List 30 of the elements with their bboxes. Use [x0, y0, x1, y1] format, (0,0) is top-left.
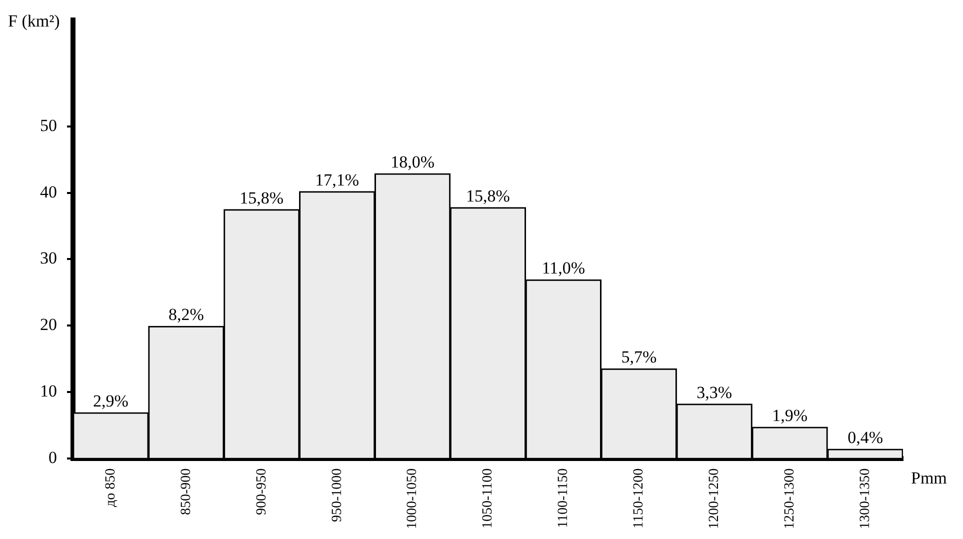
annotation: 0,4% [848, 428, 883, 448]
x-tick-label: 1250-1300 [782, 468, 798, 530]
annotation: 15,8% [240, 188, 284, 208]
y-tick-label: 10 [40, 381, 57, 400]
x-tick-label: 1200-1250 [707, 468, 722, 530]
y-tick-label: 40 [40, 182, 57, 202]
x-tick-label: 950-1000 [330, 468, 345, 522]
annotation: 3,3% [696, 382, 732, 402]
x-tick-label: 850-900 [178, 468, 194, 516]
y-tick-label: 20 [40, 315, 57, 334]
y-axis-title: F (km²) [8, 11, 60, 30]
x-tick-label: 1050-1100 [480, 468, 496, 528]
x-tick-label: до 850 [103, 468, 118, 507]
annotation: 11,0% [542, 258, 586, 278]
x-axis-title: Pmm [911, 468, 947, 488]
y-tick-label: 0 [48, 448, 57, 467]
x-tick-label: 1000-1050 [405, 468, 420, 530]
annotation: 2,9% [93, 392, 128, 410]
x-tick-label: 900-950 [254, 468, 270, 516]
annotation: 18,0% [390, 152, 435, 172]
annotation: 5,7% [621, 348, 657, 367]
y-tick-label: 30 [40, 248, 57, 268]
x-tick-label: 1150-1200 [632, 468, 647, 528]
y-tick-label: 50 [40, 116, 57, 135]
x-tick-label: 1300-1350 [858, 468, 873, 530]
annotation: 1,9% [772, 406, 808, 426]
annotation: 8,2% [168, 305, 204, 324]
annotation: 17,1% [315, 170, 360, 190]
annotation: 15,8% [466, 186, 510, 206]
x-tick-label: 1100-1150 [556, 468, 572, 528]
